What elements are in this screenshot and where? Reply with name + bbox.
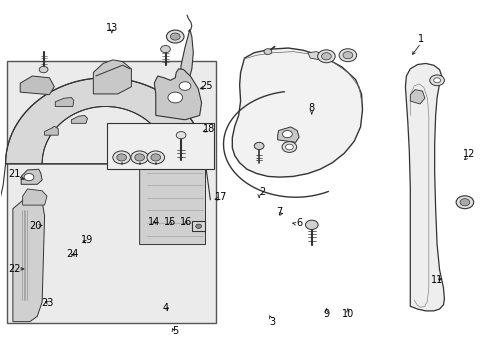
Polygon shape (55, 98, 74, 107)
Circle shape (160, 45, 170, 53)
Circle shape (151, 154, 160, 161)
Polygon shape (307, 51, 323, 60)
Text: 8: 8 (308, 103, 314, 113)
Text: 2: 2 (259, 187, 264, 197)
Circle shape (176, 132, 185, 139)
Circle shape (264, 49, 271, 54)
Text: 3: 3 (269, 317, 275, 327)
Polygon shape (154, 69, 201, 120)
Circle shape (195, 224, 201, 228)
Circle shape (338, 49, 356, 62)
Polygon shape (20, 76, 54, 95)
Polygon shape (21, 209, 27, 302)
Polygon shape (409, 90, 424, 104)
Text: 17: 17 (214, 192, 227, 202)
Polygon shape (405, 63, 444, 311)
Text: 22: 22 (8, 264, 20, 274)
Text: 19: 19 (81, 235, 93, 245)
Text: 24: 24 (66, 248, 79, 258)
Text: 18: 18 (203, 124, 215, 134)
Text: 16: 16 (180, 217, 192, 227)
Circle shape (147, 151, 164, 164)
Polygon shape (22, 189, 47, 205)
Circle shape (285, 144, 293, 150)
Circle shape (170, 33, 180, 40)
Polygon shape (71, 116, 87, 123)
FancyBboxPatch shape (6, 61, 216, 323)
Circle shape (342, 51, 352, 59)
Circle shape (282, 141, 296, 152)
Circle shape (131, 151, 148, 164)
Polygon shape (5, 78, 205, 164)
Circle shape (135, 154, 144, 161)
Text: 5: 5 (172, 325, 178, 336)
Text: 12: 12 (462, 149, 474, 159)
Circle shape (166, 30, 183, 43)
Text: 20: 20 (30, 221, 42, 231)
Text: 1: 1 (417, 35, 423, 44)
Polygon shape (232, 48, 362, 177)
Circle shape (305, 220, 318, 229)
Circle shape (429, 75, 444, 86)
Polygon shape (277, 127, 299, 142)
FancyBboxPatch shape (107, 123, 214, 169)
Circle shape (167, 92, 182, 103)
Polygon shape (180, 30, 193, 83)
Text: 23: 23 (41, 298, 53, 308)
Circle shape (433, 78, 440, 83)
Circle shape (24, 174, 34, 181)
Text: 21: 21 (8, 168, 20, 179)
Text: 4: 4 (162, 303, 168, 314)
Circle shape (455, 196, 473, 209)
Polygon shape (140, 137, 205, 244)
Polygon shape (13, 191, 44, 321)
Circle shape (282, 131, 292, 138)
Text: 9: 9 (323, 310, 329, 319)
Circle shape (254, 142, 264, 149)
Text: 7: 7 (276, 207, 282, 217)
Polygon shape (93, 60, 131, 94)
Text: 11: 11 (430, 275, 442, 285)
Circle shape (39, 66, 48, 73)
Text: 13: 13 (105, 23, 118, 33)
Text: 25: 25 (200, 81, 212, 91)
Text: 14: 14 (148, 217, 160, 227)
Circle shape (179, 82, 190, 90)
Circle shape (113, 151, 130, 164)
Circle shape (317, 50, 334, 63)
FancyBboxPatch shape (191, 221, 205, 231)
Polygon shape (21, 169, 42, 184)
Text: 6: 6 (295, 218, 302, 228)
Text: 15: 15 (164, 217, 176, 227)
Circle shape (321, 53, 330, 60)
Circle shape (459, 199, 469, 206)
Circle shape (117, 154, 126, 161)
Polygon shape (44, 126, 58, 135)
Text: 10: 10 (341, 310, 353, 319)
